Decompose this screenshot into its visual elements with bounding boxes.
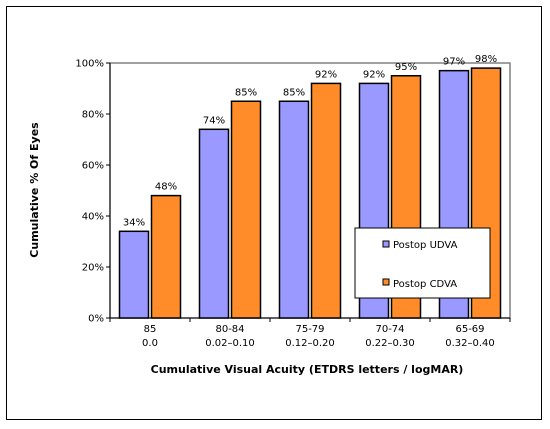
data-label-cdva: 95%: [395, 62, 417, 73]
x-tick-label-letters: 80-84: [215, 324, 244, 335]
x-tick-label-logmar: 0.32–0.40: [445, 338, 495, 349]
data-label-cdva: 48%: [155, 182, 177, 193]
x-axis: 85 0.0 80-84 0.02–0.10 75-79 0.12–0.20 70-74 0.…: [109, 317, 511, 349]
y-tick-label: 20%: [82, 263, 104, 274]
x-tick-label-logmar: 0.02–0.10: [205, 338, 255, 349]
data-label-udva: 85%: [283, 87, 305, 98]
y-tick-label: 80%: [82, 110, 104, 121]
legend-label-cdva: Postop CDVA: [393, 279, 457, 290]
data-label-cdva: 85%: [235, 87, 257, 98]
legend: Postop UDVA Postop CDVA: [354, 227, 491, 299]
x-tick-label-logmar: 0.22–0.30: [365, 338, 415, 349]
data-label-udva: 92%: [363, 69, 385, 80]
x-tick-label-letters: 75-79: [295, 324, 324, 335]
y-tick-label: 100%: [75, 59, 104, 70]
data-label-cdva: 98%: [475, 54, 497, 65]
x-tick-label-letters: 70-74: [375, 324, 404, 335]
legend-box: [354, 227, 491, 299]
legend-swatch-udva: [382, 240, 390, 248]
legend-swatch-cdva: [382, 278, 390, 286]
x-tick-label-logmar: 0.12–0.20: [285, 338, 335, 349]
y-tick-label: 40%: [82, 212, 104, 223]
bar-cdva: [150, 194, 182, 319]
bar-udva: [278, 100, 310, 319]
x-tick-label-letters: 65-69: [455, 324, 484, 335]
data-label-udva: 74%: [203, 115, 225, 126]
bar-cdva: [310, 82, 342, 319]
x-axis-title: Cumulative Visual Acuity (ETDRS letters …: [151, 363, 464, 376]
data-labels: 34% 74% 85% 92% 97% 48% 85% 92% 95% 98%: [123, 54, 497, 228]
data-label-cdva: 92%: [315, 69, 337, 80]
data-label-udva: 34%: [123, 217, 145, 228]
legend-label-udva: Postop UDVA: [393, 240, 458, 251]
bar-udva: [198, 128, 230, 319]
y-axis: 0% 20% 40% 60% 80% 100%: [75, 59, 111, 325]
data-label-udva: 97%: [443, 57, 465, 68]
bar-udva: [118, 230, 150, 319]
x-tick-label-logmar: 0.0: [142, 338, 158, 349]
y-axis-title: Cumulative % Of Eyes: [28, 122, 41, 258]
x-tick-label-letters: 85: [144, 324, 157, 335]
bar-cdva: [230, 100, 262, 319]
y-tick-label: 0%: [88, 314, 104, 325]
y-tick-label: 60%: [82, 161, 104, 172]
